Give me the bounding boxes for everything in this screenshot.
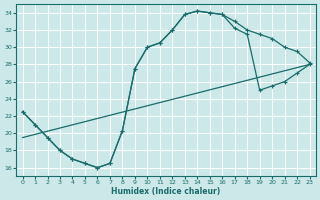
X-axis label: Humidex (Indice chaleur): Humidex (Indice chaleur): [111, 187, 221, 196]
